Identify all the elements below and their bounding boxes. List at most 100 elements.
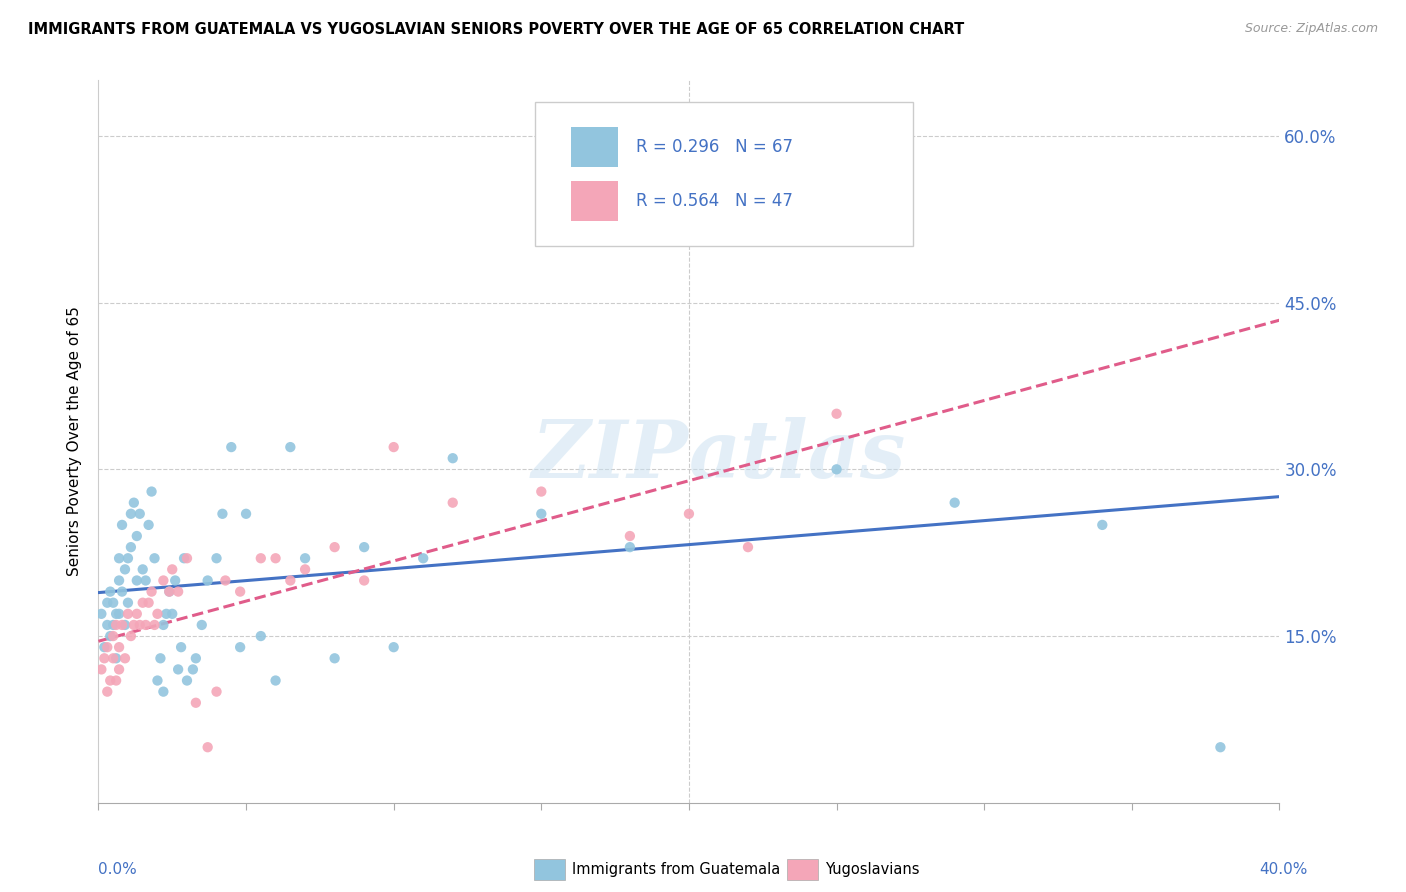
Point	[135, 574, 157, 588]
Point	[103, 651, 125, 665]
Point	[211, 507, 233, 521]
Point	[170, 640, 193, 655]
Point	[205, 684, 228, 698]
Text: atlas: atlas	[689, 417, 907, 495]
Point	[1209, 740, 1232, 755]
Bar	[571, 128, 619, 167]
Point	[120, 629, 142, 643]
Point	[138, 596, 160, 610]
Point	[105, 607, 128, 621]
Text: R = 0.564   N = 47: R = 0.564 N = 47	[636, 192, 793, 210]
Point	[103, 596, 125, 610]
Point	[737, 540, 759, 554]
Point	[152, 618, 174, 632]
Point	[138, 517, 160, 532]
Point	[117, 596, 139, 610]
Point	[108, 551, 131, 566]
Point	[280, 574, 302, 588]
Point	[157, 584, 180, 599]
Point	[98, 673, 121, 688]
Point	[114, 562, 136, 576]
Point	[214, 574, 236, 588]
Point	[132, 562, 155, 576]
Point	[152, 684, 174, 698]
Point	[235, 507, 257, 521]
Point	[176, 551, 198, 566]
Point	[155, 607, 177, 621]
Point	[1091, 517, 1114, 532]
Point	[167, 662, 190, 676]
Point	[93, 640, 115, 655]
Point	[323, 651, 346, 665]
Bar	[571, 181, 619, 221]
Point	[323, 540, 346, 554]
Point	[120, 540, 142, 554]
Y-axis label: Seniors Poverty Over the Age of 65: Seniors Poverty Over the Age of 65	[67, 307, 83, 576]
Point	[184, 696, 207, 710]
Point	[146, 673, 169, 688]
FancyBboxPatch shape	[536, 102, 914, 246]
Point	[128, 618, 150, 632]
Point	[197, 574, 219, 588]
Point	[128, 507, 150, 521]
Point	[111, 517, 134, 532]
Point	[143, 551, 166, 566]
Point	[111, 584, 134, 599]
Point	[294, 562, 316, 576]
Point	[117, 551, 139, 566]
Point	[184, 651, 207, 665]
Point	[108, 607, 131, 621]
Point	[108, 574, 131, 588]
Point	[205, 551, 228, 566]
Text: R = 0.296   N = 67: R = 0.296 N = 67	[636, 137, 793, 156]
Point	[167, 584, 190, 599]
Point	[111, 618, 134, 632]
Point	[125, 574, 148, 588]
Point	[825, 407, 848, 421]
Point	[250, 629, 273, 643]
Point	[105, 673, 128, 688]
Point	[96, 618, 118, 632]
Point	[122, 618, 145, 632]
Point	[157, 584, 180, 599]
Point	[280, 440, 302, 454]
Point	[96, 684, 118, 698]
Point	[619, 529, 641, 543]
Point	[122, 496, 145, 510]
Point	[197, 740, 219, 755]
Point	[250, 551, 273, 566]
Text: ZIP: ZIP	[531, 417, 689, 495]
Point	[125, 607, 148, 621]
Point	[152, 574, 174, 588]
Text: Immigrants from Guatemala: Immigrants from Guatemala	[572, 863, 780, 877]
Point	[108, 662, 131, 676]
Point	[176, 673, 198, 688]
Point	[105, 618, 128, 632]
Point	[825, 462, 848, 476]
Point	[90, 607, 112, 621]
Point	[135, 618, 157, 632]
Point	[149, 651, 172, 665]
Point	[114, 618, 136, 632]
Point	[90, 662, 112, 676]
Point	[264, 673, 287, 688]
Point	[114, 651, 136, 665]
Point	[678, 185, 700, 199]
Point	[105, 651, 128, 665]
Text: Source: ZipAtlas.com: Source: ZipAtlas.com	[1244, 22, 1378, 36]
Text: IMMIGRANTS FROM GUATEMALA VS YUGOSLAVIAN SENIORS POVERTY OVER THE AGE OF 65 CORR: IMMIGRANTS FROM GUATEMALA VS YUGOSLAVIAN…	[28, 22, 965, 37]
Point	[441, 451, 464, 466]
Point	[93, 651, 115, 665]
Point	[221, 440, 243, 454]
Point	[382, 640, 405, 655]
Point	[294, 551, 316, 566]
Point	[619, 540, 641, 554]
Point	[98, 584, 121, 599]
Point	[132, 596, 155, 610]
Point	[412, 551, 434, 566]
Text: 40.0%: 40.0%	[1260, 863, 1308, 877]
Point	[165, 574, 187, 588]
Point	[125, 529, 148, 543]
Point	[141, 584, 163, 599]
Point	[353, 540, 375, 554]
